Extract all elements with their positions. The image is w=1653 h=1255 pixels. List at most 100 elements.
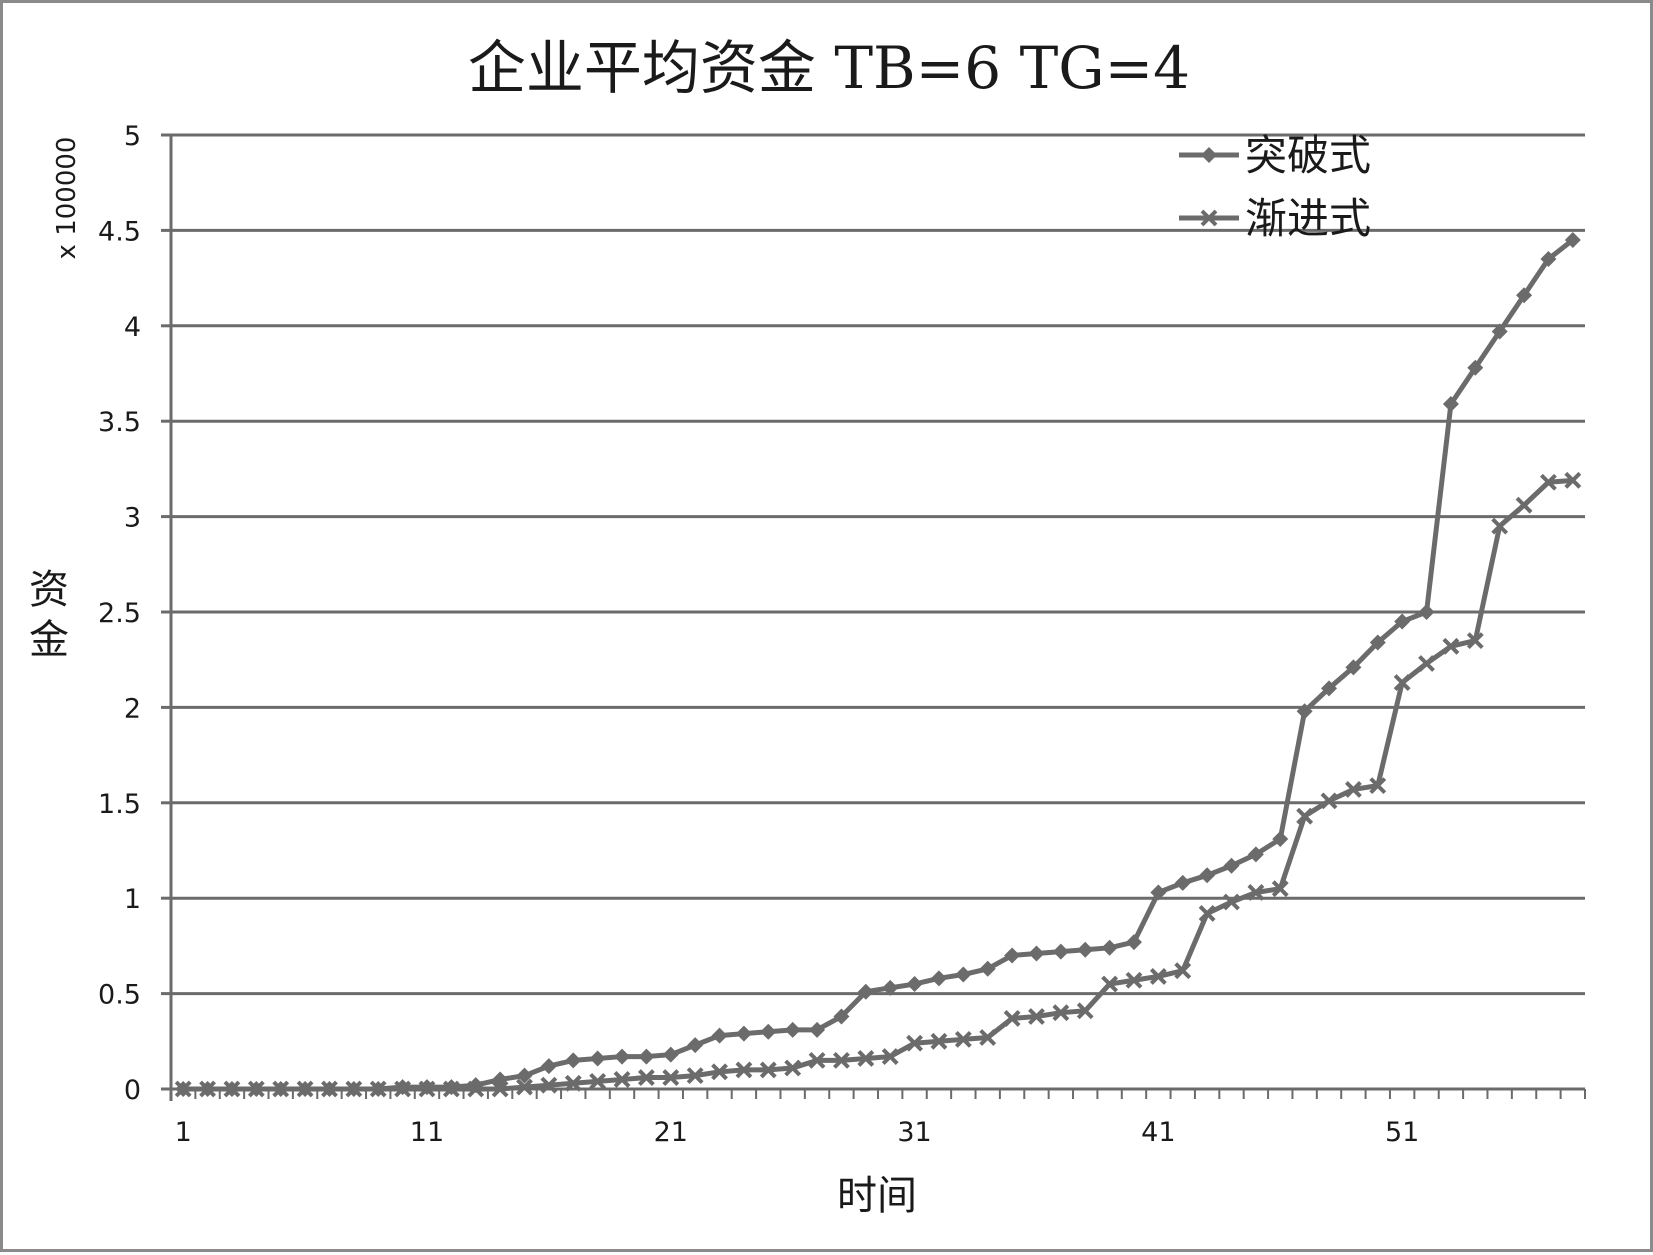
y-tick-labels: 0 0.5 1 1.5 2 2.5 3 3.5 4 4.5 5: [98, 121, 141, 1106]
data-point: [565, 1052, 582, 1069]
legend-label: 渐进式: [1245, 194, 1371, 243]
data-point: [1003, 1009, 1021, 1027]
y-tick-label: 4.5: [98, 216, 141, 247]
data-point: [1271, 880, 1289, 898]
y-tick-label: 0.5: [98, 980, 141, 1011]
data-point: [418, 1080, 436, 1098]
y-tick-label: 3: [124, 503, 141, 534]
data-point: [1223, 893, 1240, 911]
data-point: [687, 1037, 704, 1054]
y-tick-label: 2.5: [98, 598, 141, 629]
series-1: [175, 231, 1581, 1097]
x-tick-label: 21: [654, 1117, 688, 1148]
data-point: [613, 1071, 631, 1088]
legend-item-1: 突破式: [1179, 131, 1371, 180]
data-point: [1174, 874, 1191, 891]
data-point: [1442, 396, 1459, 413]
data-point: [1296, 703, 1313, 720]
data-point: [1466, 632, 1484, 650]
data-point: [1149, 968, 1167, 985]
data-point: [979, 1029, 997, 1046]
data-point: [711, 1027, 728, 1044]
series-line: [183, 237, 1575, 1092]
data-point: [1247, 846, 1264, 863]
data-point: [954, 1030, 972, 1048]
data-point: [1125, 934, 1142, 951]
data-point: [1491, 323, 1508, 340]
data-point: [1418, 655, 1435, 672]
data-point: [1198, 905, 1216, 922]
data-point: [1247, 884, 1265, 901]
data-point: [662, 1046, 679, 1063]
x-tick-label: 11: [410, 1117, 444, 1148]
legend-label: 突破式: [1245, 131, 1371, 180]
data-point: [1345, 659, 1362, 676]
data-point: [321, 1080, 338, 1098]
data-point: [979, 960, 996, 977]
data-point: [906, 976, 923, 993]
data-point: [711, 1063, 728, 1081]
data-point: [735, 1025, 752, 1042]
data-point: [1076, 1002, 1094, 1020]
data-point: [296, 1080, 314, 1098]
data-point: [516, 1067, 533, 1084]
data-point: [808, 1051, 826, 1069]
data-point: [394, 1080, 412, 1098]
data-point: [1418, 604, 1435, 620]
data-point: [516, 1078, 533, 1096]
data-point: [369, 1080, 387, 1098]
data-point: [1491, 517, 1509, 535]
x-tick-label: 1: [175, 1117, 192, 1148]
data-point: [272, 1080, 290, 1098]
data-point: [1393, 674, 1411, 692]
data-point: [589, 1072, 607, 1090]
data-point: [1052, 1004, 1070, 1022]
line-chart: 企业平均资金 TB=6 TG=4 0 0.5 1 1.5 2 2.5 3 3.5 4 4.5 5 1…: [29, 34, 1586, 1219]
data-point: [564, 1074, 582, 1092]
data-point: [1394, 613, 1411, 630]
data-point: [1515, 496, 1533, 514]
data-point: [1028, 945, 1045, 962]
data-point: [857, 983, 874, 1000]
data-point: [491, 1080, 509, 1098]
data-point: [614, 1048, 631, 1065]
data-point: [662, 1069, 680, 1086]
data-point: [540, 1076, 558, 1094]
data-point: [930, 1032, 948, 1050]
data-point: [1540, 251, 1557, 268]
x-tick-label: 41: [1141, 1117, 1175, 1148]
data-point: [1296, 807, 1314, 825]
data-point: [759, 1061, 777, 1079]
y-tick-label: 2: [124, 693, 141, 724]
series-group: [174, 231, 1582, 1098]
data-point: [1516, 287, 1533, 304]
x-tick-label: 31: [897, 1117, 931, 1148]
data-point: [1369, 634, 1386, 651]
series-line: [183, 477, 1574, 1092]
data-point: [1028, 1008, 1045, 1025]
data-point: [467, 1080, 485, 1098]
data-point: [1150, 884, 1167, 901]
data-point: [1321, 680, 1338, 697]
data-point: [955, 966, 972, 983]
data-point: [1369, 777, 1387, 795]
data-point: [247, 1080, 265, 1098]
y-tick-label: 1.5: [98, 789, 141, 820]
legend-item-2: 渐进式: [1179, 194, 1371, 243]
data-point: [1101, 939, 1118, 956]
data-point: [589, 1050, 606, 1067]
data-point: [833, 1008, 850, 1025]
data-point: [735, 1061, 753, 1079]
y-tick-label: 0: [124, 1075, 141, 1106]
data-point: [1199, 867, 1216, 884]
data-point: [1077, 941, 1094, 958]
data-point: [833, 1051, 850, 1069]
data-point: [784, 1021, 801, 1038]
data-point: [1320, 792, 1338, 810]
data-point: [1467, 359, 1484, 376]
data-point: [223, 1080, 241, 1098]
data-point: [442, 1080, 460, 1098]
data-point: [1442, 637, 1460, 655]
